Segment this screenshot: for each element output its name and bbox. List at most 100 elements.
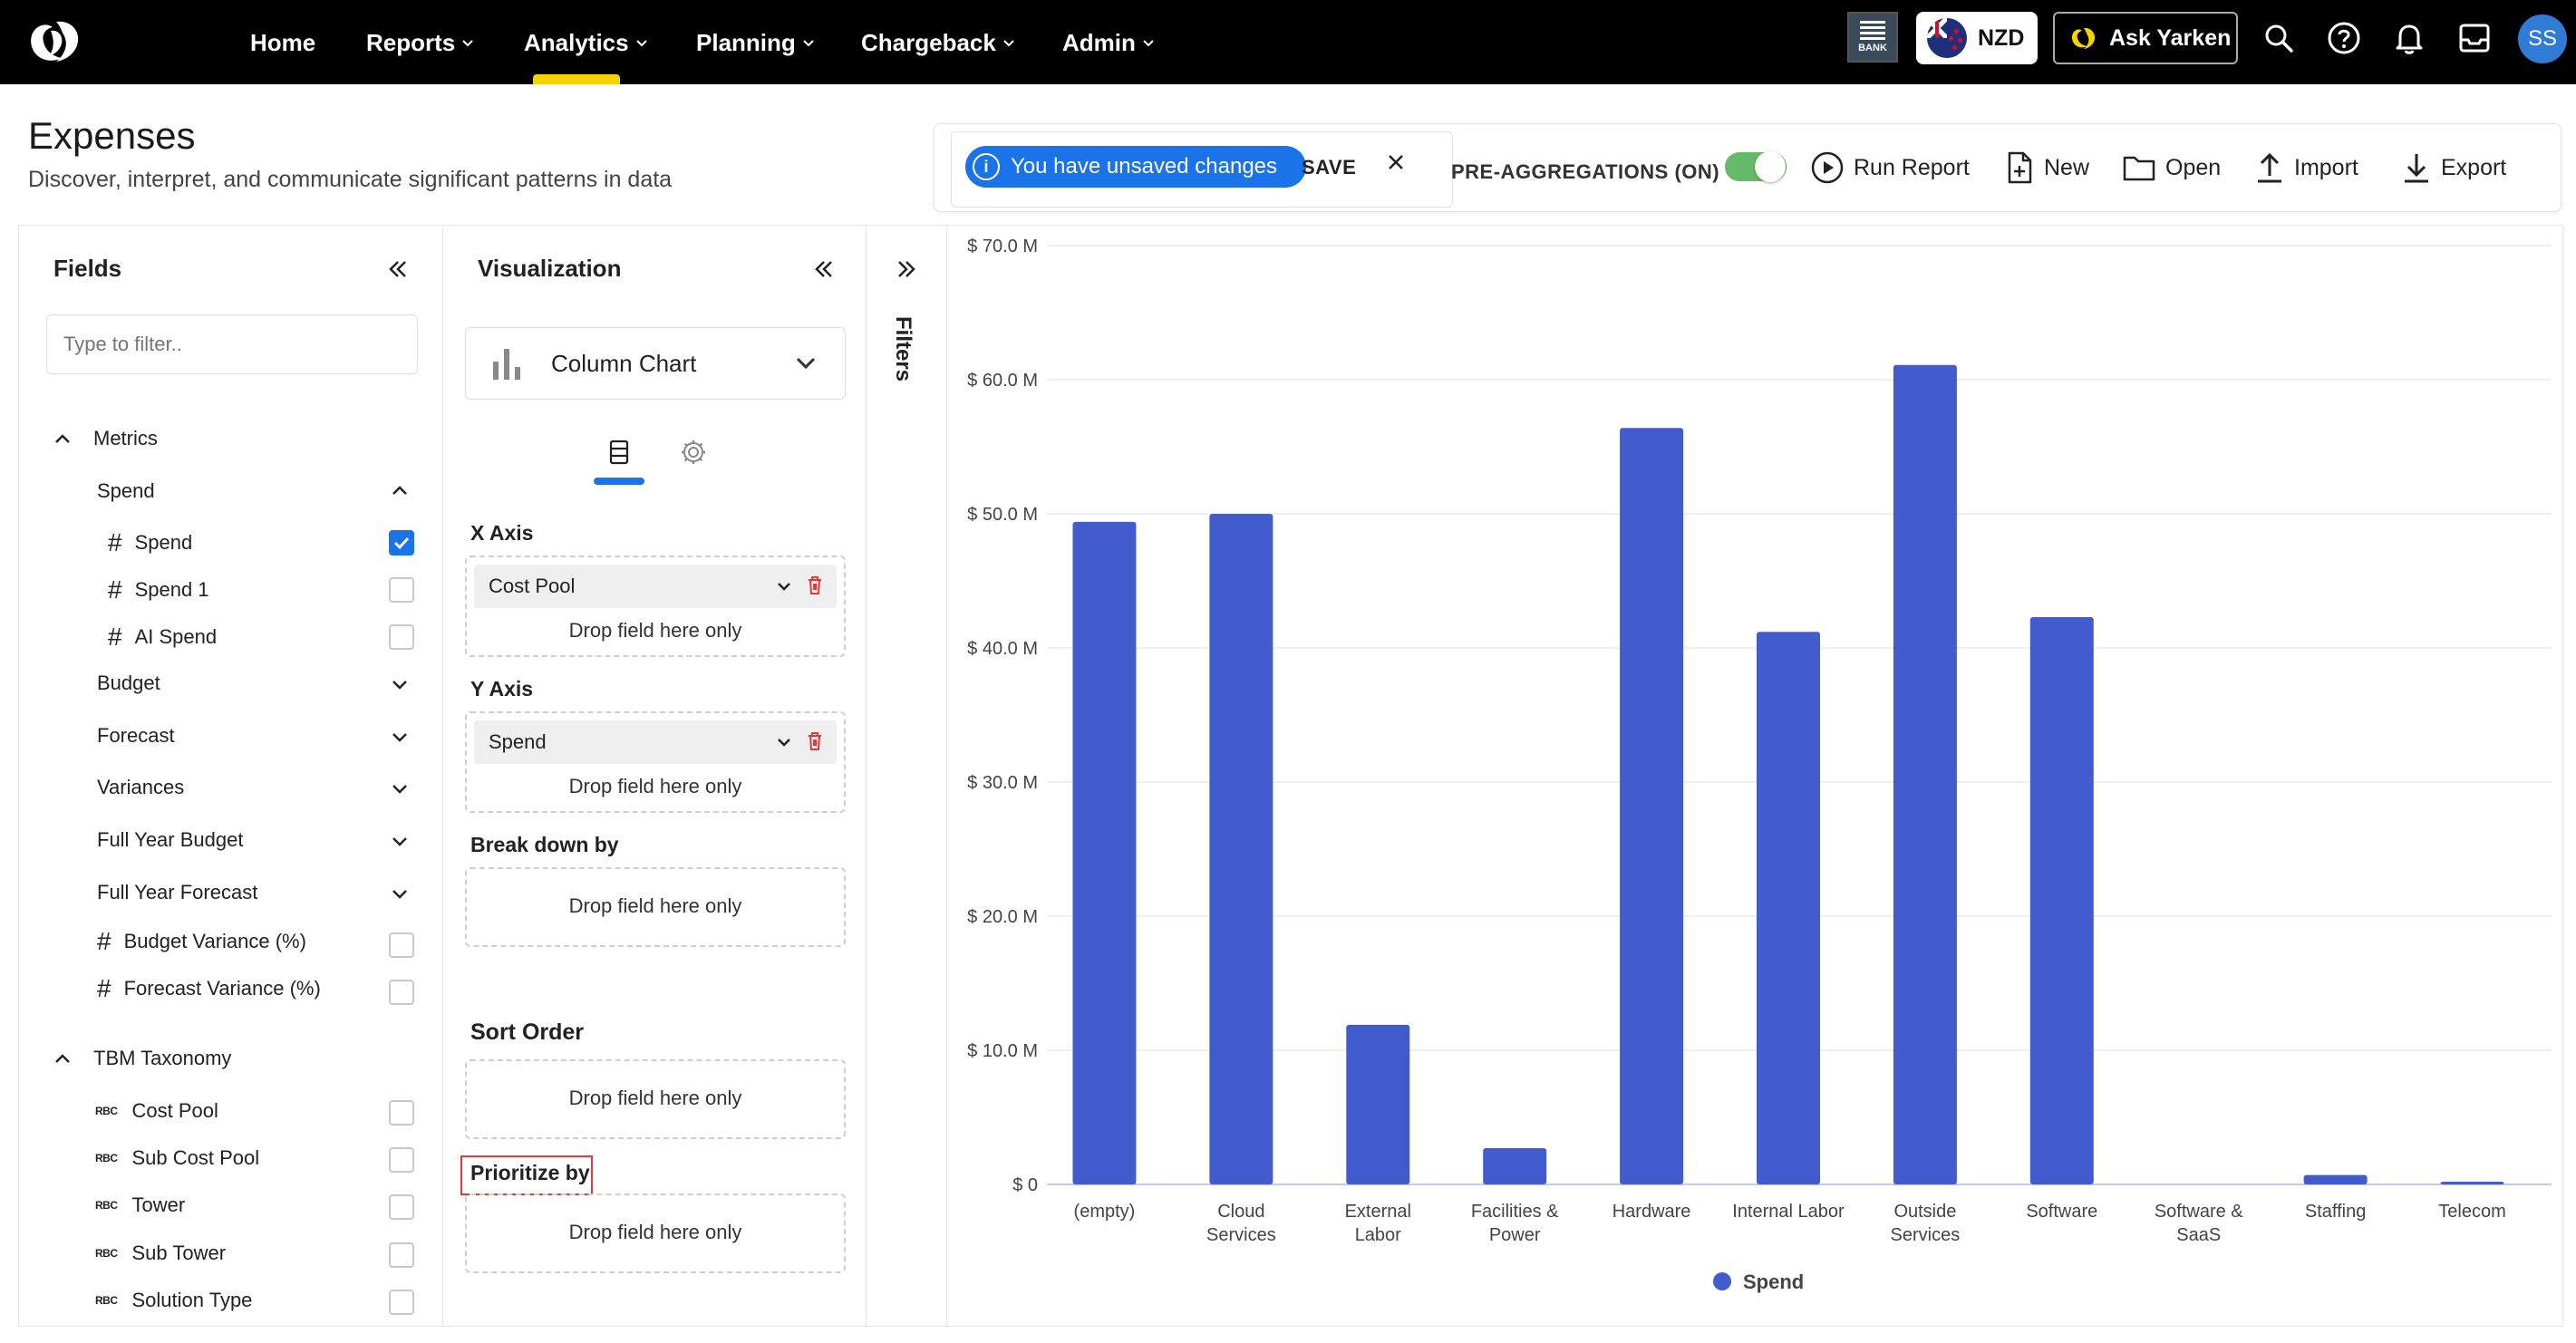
chevron-down-icon[interactable] [387, 672, 412, 697]
chart-type-label: Column Chart [551, 349, 697, 377]
group-label: Full Year Budget [97, 828, 244, 851]
group-forecast[interactable]: Forecast [97, 724, 175, 748]
field-item-ai-spend[interactable]: # AI Spend [108, 623, 217, 652]
group-full-year-budget[interactable]: Full Year Budget [97, 828, 243, 852]
search-icon[interactable] [2261, 20, 2297, 56]
group-full-year-forecast[interactable]: Full Year Forecast [97, 881, 257, 904]
field-checkbox-sub-tower[interactable] [389, 1242, 414, 1268]
field-checkbox-cost-pool[interactable] [389, 1100, 414, 1126]
checkmark-icon [393, 536, 410, 550]
bar-cloud-services[interactable] [1209, 514, 1273, 1184]
data-tab-icon[interactable] [605, 438, 634, 467]
field-checkbox-tower[interactable] [389, 1194, 414, 1220]
field-checkbox-sub-cost-pool[interactable] [389, 1147, 414, 1173]
chevron-up-icon[interactable] [387, 478, 412, 503]
bell-icon[interactable] [2391, 20, 2427, 56]
bar-facilities-power[interactable] [1483, 1148, 1547, 1184]
trash-icon[interactable] [806, 575, 824, 595]
nav-reports[interactable]: Reports [366, 0, 475, 84]
field-checkbox-spend-1[interactable] [389, 577, 414, 603]
chevron-down-icon[interactable] [387, 776, 412, 801]
nav-planning[interactable]: Planning [696, 0, 816, 84]
collapse-left-icon[interactable] [385, 256, 411, 282]
chevron-down-icon[interactable] [387, 881, 412, 906]
spend-group-header[interactable]: Spend [97, 479, 155, 503]
open-report-button[interactable]: Open [2122, 150, 2221, 186]
field-item-budget-variance[interactable]: # Budget Variance (%) [97, 927, 306, 956]
bar-telecom[interactable] [2440, 1182, 2504, 1184]
y-tick-label: $ 40.0 M [967, 639, 1038, 659]
bar-software[interactable] [2029, 616, 2094, 1184]
folder-icon [2123, 156, 2155, 181]
trash-icon[interactable] [806, 731, 824, 751]
field-item-spend[interactable]: # Spend [108, 528, 192, 557]
group-budget[interactable]: Budget [97, 672, 160, 695]
nav-home[interactable]: Home [250, 0, 315, 84]
legend-marker[interactable] [1713, 1272, 1731, 1290]
field-filter-input[interactable] [46, 314, 418, 374]
field-checkbox-ai-spend[interactable] [389, 624, 414, 650]
group-variances[interactable]: Variances [97, 776, 184, 799]
bar-empty[interactable] [1072, 521, 1137, 1184]
expand-right-icon[interactable] [894, 256, 919, 282]
app-logo[interactable] [24, 16, 89, 67]
field-checkbox-budget-variance[interactable] [389, 932, 414, 958]
bar-external-labor[interactable] [1346, 1024, 1410, 1184]
y-axis-label: Y Axis [470, 677, 534, 700]
field-checkbox-spend[interactable] [389, 530, 414, 556]
sort-order-dropzone[interactable]: Drop field here only [465, 1059, 846, 1139]
save-button[interactable]: SAVE [1302, 156, 1357, 179]
new-report-button[interactable]: New [2004, 150, 2089, 186]
field-item-sub-cost-pool[interactable]: RBC Sub Cost Pool [95, 1146, 259, 1170]
field-item-solution-type[interactable]: RBC Solution Type [95, 1289, 252, 1312]
legend-label[interactable]: Spend [1743, 1271, 1804, 1293]
tbm-taxonomy-label: TBM Taxonomy [93, 1047, 232, 1069]
bank-switcher[interactable]: BANK [1847, 12, 1898, 63]
inbox-icon[interactable] [2456, 20, 2493, 56]
bar-staffing[interactable] [2303, 1174, 2368, 1184]
nav-analytics[interactable]: Analytics [524, 0, 649, 84]
prioritize-by-dropzone[interactable]: Drop field here only [465, 1193, 846, 1273]
field-item-sub-tower[interactable]: RBC Sub Tower [95, 1242, 226, 1265]
x-axis-dropzone[interactable]: Cost Pool Drop field here only [465, 556, 846, 657]
ask-yarken-button[interactable]: Ask Yarken [2053, 12, 2238, 64]
break-down-dropzone[interactable]: Drop field here only [465, 867, 846, 947]
run-report-button[interactable]: Run Report [1810, 150, 1970, 186]
field-label: Tower [131, 1193, 186, 1216]
chart-type-select[interactable]: Column Chart [465, 327, 846, 400]
chevron-down-icon[interactable] [775, 733, 793, 751]
nav-active-indicator [533, 74, 620, 84]
metrics-group-header[interactable]: Metrics [52, 427, 158, 450]
x-axis-field-chip[interactable]: Cost Pool [474, 565, 837, 608]
y-axis-field-chip[interactable]: Spend [474, 720, 837, 764]
chevron-down-icon [803, 39, 814, 46]
field-item-spend-1[interactable]: # Spend 1 [108, 575, 209, 604]
field-item-forecast-variance[interactable]: # Forecast Variance (%) [97, 974, 321, 1003]
import-button[interactable]: Import [2254, 150, 2358, 186]
bar-internal-labor[interactable] [1757, 632, 1820, 1184]
y-axis-dropzone[interactable]: Spend Drop field here only [465, 711, 846, 813]
nav-chargeback[interactable]: Chargeback [861, 0, 1016, 84]
bar-hardware[interactable] [1620, 428, 1684, 1184]
nav-admin[interactable]: Admin [1062, 0, 1156, 84]
user-avatar[interactable]: SS [2518, 14, 2567, 63]
chevron-down-icon[interactable] [775, 577, 793, 595]
chevron-down-icon[interactable] [387, 724, 412, 749]
help-icon[interactable] [2326, 20, 2362, 56]
field-checkbox-forecast-variance[interactable] [389, 980, 414, 1005]
field-item-cost-pool[interactable]: RBC Cost Pool [95, 1099, 218, 1123]
pre-aggregations-toggle[interactable] [1725, 151, 1787, 182]
chart-panel: $ 0 $ 10.0 M $ 20.0 M $ 30.0 M $ 40.0 M $ 50.… [946, 225, 2563, 1327]
tbm-taxonomy-group-header[interactable]: TBM Taxonomy [52, 1047, 231, 1070]
chevron-down-icon[interactable] [387, 828, 412, 854]
collapse-left-icon[interactable] [811, 256, 837, 282]
close-icon[interactable] [1382, 149, 1409, 176]
export-button[interactable]: Export [2401, 150, 2506, 186]
bank-label: BANK [1858, 43, 1887, 53]
settings-gear-icon[interactable] [679, 438, 708, 467]
field-item-tower[interactable]: RBC Tower [95, 1193, 185, 1217]
currency-selector[interactable]: NZD [1916, 12, 2038, 64]
filters-panel-collapsed[interactable]: Filters [867, 225, 946, 1327]
bar-outside-services[interactable] [1893, 364, 1957, 1185]
field-checkbox-solution-type[interactable] [389, 1290, 414, 1315]
